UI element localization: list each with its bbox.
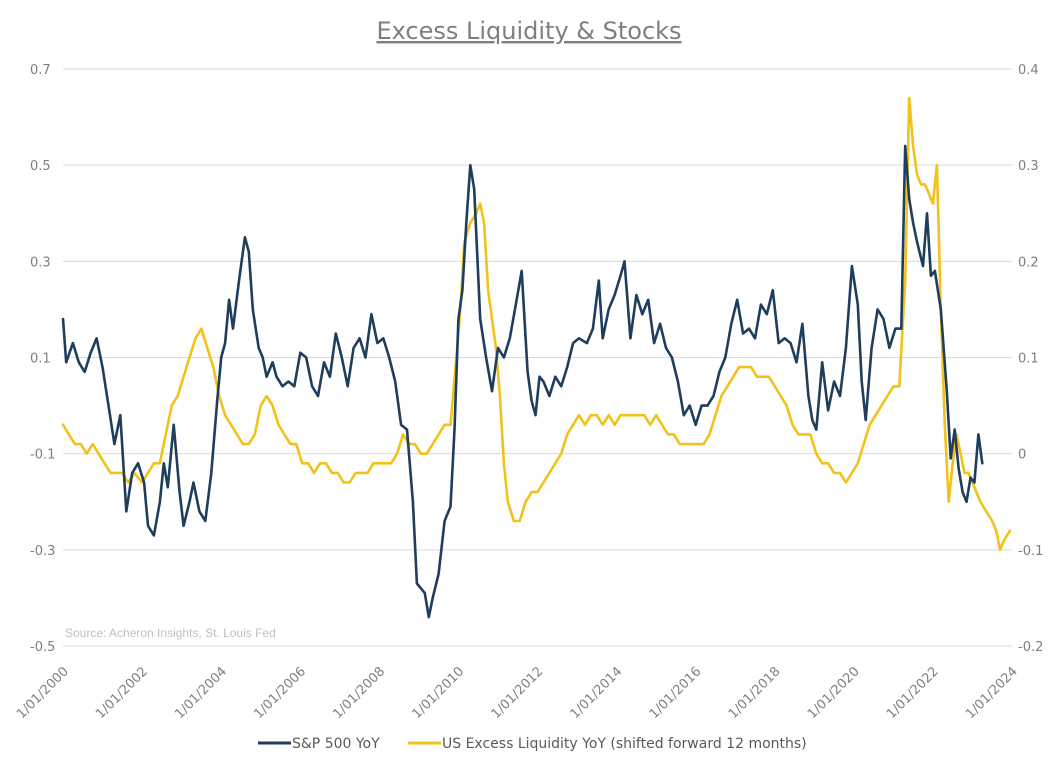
left-tick-label: 0.3 <box>30 255 51 270</box>
x-tick-label: 1/01/2004 <box>172 664 230 722</box>
x-tick-label: 1/01/2016 <box>647 664 705 722</box>
left-tick-label: 0.5 <box>30 159 51 174</box>
x-tick-label: 1/01/2018 <box>726 664 784 722</box>
x-tick-label: 1/01/2006 <box>251 664 309 722</box>
right-tick-label: 0.2 <box>1018 255 1039 270</box>
left-axis: 0.7 0.5 0.3 0.1 -0.1 -0.3 -0.5 <box>30 63 55 655</box>
x-tick-label: 1/01/2012 <box>489 664 547 722</box>
x-tick-label: 1/01/2000 <box>14 664 72 722</box>
x-tick-label: 1/01/2022 <box>884 664 942 722</box>
series-line-sp500 <box>61 144 984 619</box>
source-note: Source: Acheron Insights, St. Louis Fed <box>65 626 276 640</box>
x-axis: 1/01/2000 1/01/2002 1/01/2004 1/01/2006 1/01… <box>14 664 1021 722</box>
right-tick-label: 0.3 <box>1018 159 1039 174</box>
right-tick-label: -0.2 <box>1018 640 1043 655</box>
right-tick-label: 0.4 <box>1018 63 1039 78</box>
legend-label: US Excess Liquidity YoY (shifted forward… <box>442 736 807 752</box>
legend-item-excess-liquidity: US Excess Liquidity YoY (shifted forward… <box>408 736 807 752</box>
x-tick-label: 1/01/2024 <box>963 664 1021 722</box>
x-tick-label: 1/01/2008 <box>330 664 388 722</box>
right-axis: 0.4 0.3 0.2 0.1 0 -0.1 -0.2 <box>1018 63 1043 655</box>
legend: S&P 500 YoY US Excess Liquidity YoY (shif… <box>258 736 807 752</box>
legend-item-sp500: S&P 500 YoY <box>258 736 380 752</box>
left-tick-label: -0.5 <box>30 640 55 655</box>
legend-label: S&P 500 YoY <box>292 736 380 752</box>
x-tick-label: 1/01/2014 <box>568 664 626 722</box>
series-line-excess-liquidity <box>61 96 1012 552</box>
right-tick-label: 0.1 <box>1018 352 1039 367</box>
right-tick-label: -0.1 <box>1018 544 1043 559</box>
right-tick-label: 0 <box>1018 448 1026 463</box>
left-tick-label: -0.1 <box>30 448 55 463</box>
chart-title: Excess Liquidity & Stocks <box>376 17 681 45</box>
x-tick-label: 1/01/2002 <box>93 664 151 722</box>
left-tick-label: 0.7 <box>30 63 51 78</box>
left-tick-label: 0.1 <box>30 352 51 367</box>
series-lines <box>61 96 1012 619</box>
x-tick-label: 1/01/2020 <box>805 664 863 722</box>
x-tick-label: 1/01/2010 <box>409 664 467 722</box>
left-tick-label: -0.3 <box>30 544 55 559</box>
